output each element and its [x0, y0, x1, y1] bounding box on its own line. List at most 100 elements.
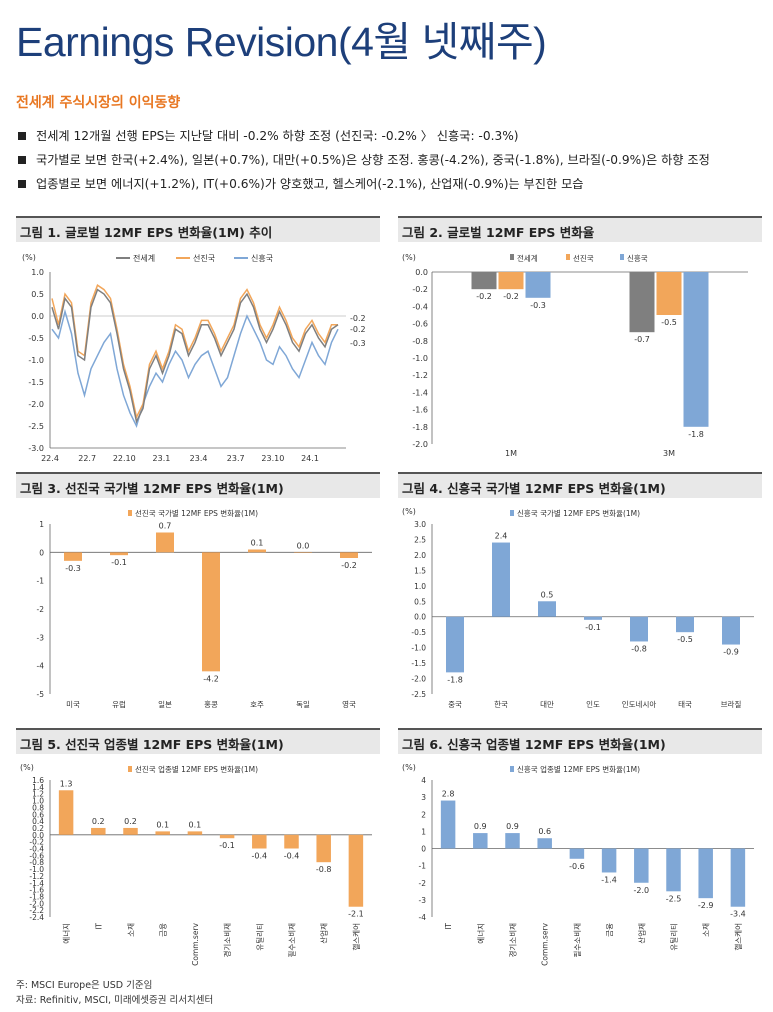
bar [730, 848, 746, 907]
summary-bullets: 전세계 12개월 선행 EPS는 지난달 대비 -0.2% 하향 조정 (선진국… [16, 124, 766, 196]
legend-swatch [510, 510, 514, 516]
data-label: 0.1 [156, 820, 169, 829]
legend-label: 선진국 국가별 12MF EPS 변화율(1M) [135, 508, 258, 518]
figure-5-header: 그림 5. 선진국 업종별 12MF EPS 변화율(1M) [16, 728, 380, 754]
y-tick-label: -1.2 [412, 371, 428, 380]
data-label: -1.8 [688, 430, 704, 439]
legend-swatch [620, 254, 624, 260]
y-tick-label: -2.4 [29, 913, 44, 922]
y-tick-label: 1.6 [32, 776, 44, 785]
y-tick-label: -2.5 [411, 690, 426, 699]
y-tick-label: -1.0 [29, 865, 44, 874]
x-tick-label: 독일 [296, 700, 310, 709]
y-tick-label: -1.8 [29, 892, 44, 901]
bullet-text: 국가별로 보면 한국(+2.4%), 일본(+0.7%), 대만(+0.5%)은… [36, 153, 710, 167]
y-tick-label: -3.0 [28, 444, 44, 453]
y-tick-label: -3 [37, 633, 45, 642]
y-tick-label: 0.2 [32, 824, 44, 833]
y-tick-label: -5 [37, 690, 45, 699]
y-tick-label: -0.5 [411, 628, 426, 637]
data-label: -2.1 [348, 910, 364, 919]
data-label: -2.0 [633, 886, 649, 895]
y-tick-label: -0.6 [29, 851, 44, 860]
y-tick-label: -4 [37, 662, 45, 671]
data-label: 0.7 [159, 522, 172, 531]
y-tick-label: -1 [419, 862, 427, 871]
y-tick-label: -1.8 [412, 423, 428, 432]
data-label: 0.2 [124, 817, 137, 826]
y-tick-label: -0.8 [412, 337, 428, 346]
y-tick-label: -1.5 [28, 378, 44, 387]
x-tick-label: 1M [505, 449, 517, 458]
bar [630, 616, 648, 642]
bar [252, 834, 267, 849]
figure-6-bar-chart: (%) 4 3 2 1 0 -1 -2 -3 -4 2.8 IT 0.9 에너지 0.9 경기소비재 0.6 Co… [402, 763, 754, 966]
x-tick-label: 소재 [127, 923, 136, 937]
bar [156, 532, 174, 553]
y-tick-label: 1.4 [32, 783, 44, 792]
bar [683, 272, 709, 427]
bar [505, 833, 520, 849]
y-tick-label: -1.6 [29, 886, 44, 895]
figure-1-line-chart: (%) 1.0 0.5 0.0 -0.5 -1.0 -1.5 -2.0 -2.5 -3.022.4… [22, 253, 366, 463]
data-label: 0.1 [251, 539, 264, 548]
bar [155, 831, 170, 835]
y-unit-label: (%) [402, 763, 416, 772]
x-tick-label: 영국 [342, 699, 356, 709]
bar [722, 616, 740, 645]
bar [110, 552, 128, 556]
data-label: -0.2 [476, 292, 492, 301]
y-unit-label: (%) [402, 253, 416, 262]
summary-bullet: 국가별로 보면 한국(+2.4%), 일본(+0.7%), 대만(+0.5%)은… [16, 148, 766, 172]
y-tick-label: 0.0 [415, 268, 428, 277]
x-tick-label: 호주 [250, 700, 264, 709]
y-tick-label: -1.4 [412, 388, 428, 397]
end-value-label: -0.2 [350, 314, 366, 323]
y-tick-label: 2 [421, 810, 426, 819]
data-label: 0.1 [189, 820, 202, 829]
data-label: -2.9 [698, 901, 714, 910]
bar [537, 838, 552, 849]
y-unit-label: (%) [402, 507, 416, 516]
bar [187, 831, 203, 835]
y-tick-label: 1.0 [32, 797, 44, 806]
bar [202, 552, 220, 672]
bar [446, 616, 464, 673]
data-label: -0.7 [634, 335, 650, 344]
x-tick-label: 인도 [586, 699, 600, 709]
figure-2-bar-chart: (%) 0.0 -0.2 -0.4 -0.6 -0.8 -1.0 -1.2 -1.4 -1.6 -1… [402, 253, 748, 458]
data-label: -0.3 [530, 301, 546, 310]
bar [440, 800, 456, 849]
end-value-label: -0.3 [350, 339, 366, 348]
data-label: 0.2 [92, 817, 105, 826]
figure-1-header: 그림 1. 글로벌 12MF EPS 변화율(1M) 추이 [16, 216, 380, 242]
legend-label: 선진국 업종별 12MF EPS 변화율(1M) [135, 764, 258, 774]
bar [584, 616, 602, 620]
y-tick-label: 0.0 [32, 831, 44, 840]
x-tick-label: 금융 [605, 923, 614, 937]
bar [348, 834, 364, 907]
legend-label: 신흥국 [251, 253, 273, 263]
figure-4-bar-chart: (%) 3.0 2.5 2.0 1.5 1.0 0.5 0.0 -0.5 -1.0 -1.5 -2.0… [402, 507, 754, 709]
x-tick-label: IT [94, 923, 103, 930]
y-tick-label: -2.0 [411, 675, 426, 684]
y-tick-label: 2.5 [414, 535, 426, 544]
x-tick-label: 일본 [158, 700, 172, 709]
y-tick-label: -2 [37, 605, 45, 614]
x-tick-label: 산업재 [636, 923, 646, 944]
y-tick-label: -0.8 [29, 858, 44, 867]
x-tick-label: Comm.serv [191, 922, 200, 965]
data-label: -0.1 [111, 558, 127, 567]
x-tick-label: 브라질 [721, 700, 742, 709]
y-tick-label: -0.4 [412, 302, 428, 311]
y-tick-label: 1 [39, 520, 44, 529]
bar [58, 790, 74, 835]
bar [284, 834, 299, 849]
y-tick-label: -1.5 [411, 659, 426, 668]
bullet-square-icon [18, 132, 26, 140]
bar [656, 272, 682, 315]
x-tick-label: 헬스케어 [351, 923, 361, 951]
series-line-선진국 [51, 284, 338, 420]
x-tick-label: 23.4 [190, 454, 208, 463]
x-tick-label: 23.7 [227, 454, 245, 463]
